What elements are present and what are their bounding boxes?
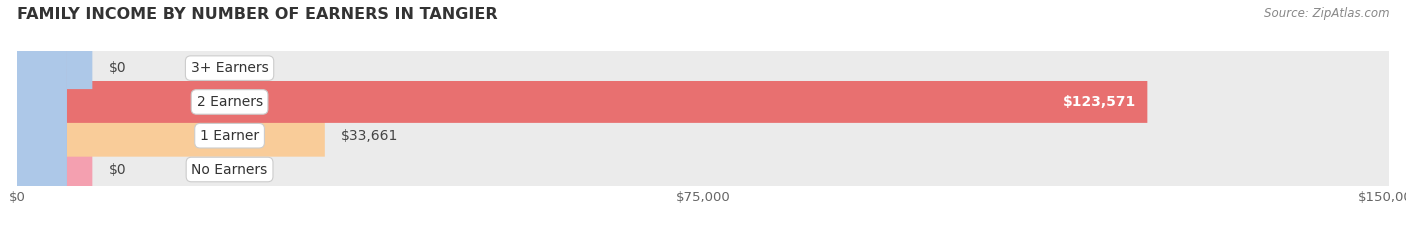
Text: Source: ZipAtlas.com: Source: ZipAtlas.com bbox=[1264, 7, 1389, 20]
Text: 2 Earners: 2 Earners bbox=[197, 95, 263, 109]
FancyBboxPatch shape bbox=[17, 47, 1389, 89]
Text: $0: $0 bbox=[108, 162, 127, 177]
FancyBboxPatch shape bbox=[17, 149, 93, 190]
FancyBboxPatch shape bbox=[17, 81, 1147, 123]
Text: 3+ Earners: 3+ Earners bbox=[191, 61, 269, 75]
FancyBboxPatch shape bbox=[17, 149, 1389, 190]
Circle shape bbox=[11, 0, 66, 233]
Text: No Earners: No Earners bbox=[191, 162, 267, 177]
Text: $123,571: $123,571 bbox=[1063, 95, 1136, 109]
Circle shape bbox=[11, 0, 66, 233]
Circle shape bbox=[11, 0, 66, 233]
FancyBboxPatch shape bbox=[17, 47, 93, 89]
FancyBboxPatch shape bbox=[17, 115, 1389, 157]
Text: FAMILY INCOME BY NUMBER OF EARNERS IN TANGIER: FAMILY INCOME BY NUMBER OF EARNERS IN TA… bbox=[17, 7, 498, 22]
Circle shape bbox=[11, 0, 66, 233]
Text: $33,661: $33,661 bbox=[342, 129, 399, 143]
FancyBboxPatch shape bbox=[17, 81, 1389, 123]
FancyBboxPatch shape bbox=[17, 115, 325, 157]
Text: $0: $0 bbox=[108, 61, 127, 75]
Text: 1 Earner: 1 Earner bbox=[200, 129, 259, 143]
